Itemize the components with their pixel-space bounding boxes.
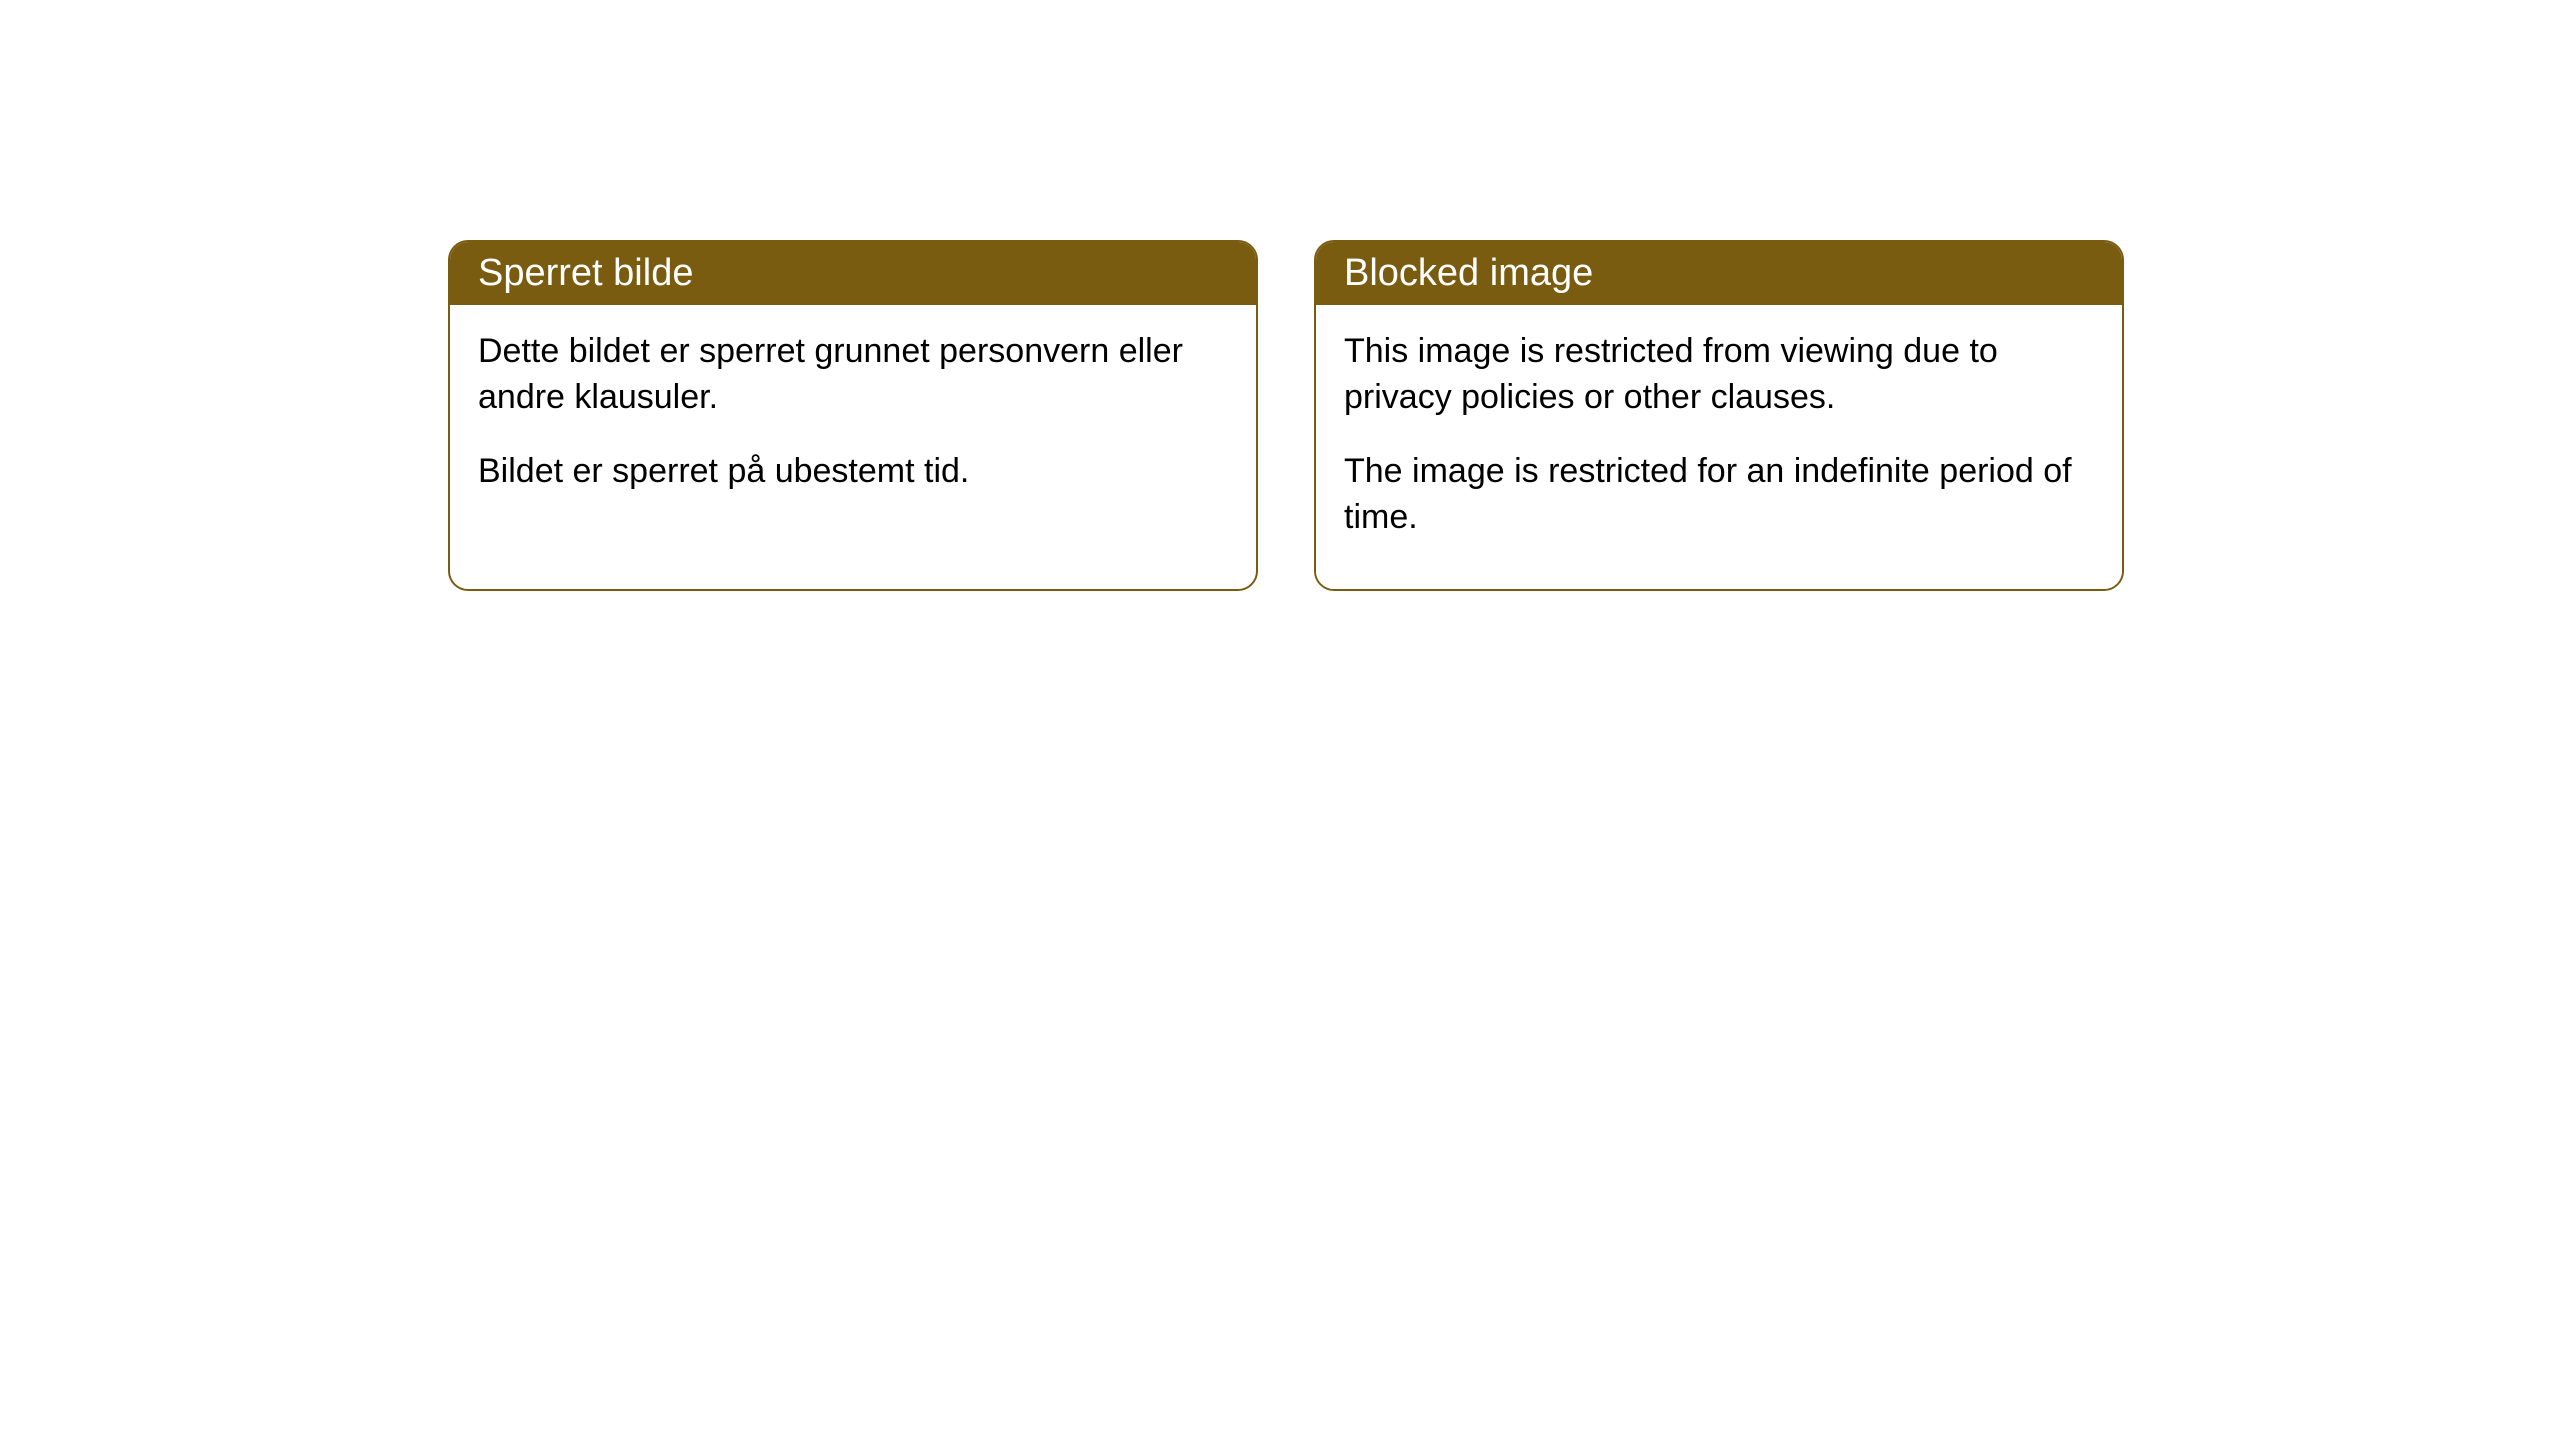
notice-card-english: Blocked image This image is restricted f… — [1314, 240, 2124, 591]
card-title: Sperret bilde — [478, 252, 693, 294]
card-header-english: Blocked image — [1316, 242, 2122, 305]
card-paragraph-2: Bildet er sperret på ubestemt tid. — [478, 449, 1228, 495]
notice-card-norwegian: Sperret bilde Dette bildet er sperret gr… — [448, 240, 1258, 591]
card-paragraph-1: This image is restricted from viewing du… — [1344, 329, 2094, 421]
card-header-norwegian: Sperret bilde — [450, 242, 1256, 305]
card-title: Blocked image — [1344, 252, 1593, 294]
card-body-norwegian: Dette bildet er sperret grunnet personve… — [450, 305, 1256, 543]
card-body-english: This image is restricted from viewing du… — [1316, 305, 2122, 589]
card-paragraph-1: Dette bildet er sperret grunnet personve… — [478, 329, 1228, 421]
card-paragraph-2: The image is restricted for an indefinit… — [1344, 449, 2094, 541]
notice-cards-container: Sperret bilde Dette bildet er sperret gr… — [448, 240, 2124, 591]
